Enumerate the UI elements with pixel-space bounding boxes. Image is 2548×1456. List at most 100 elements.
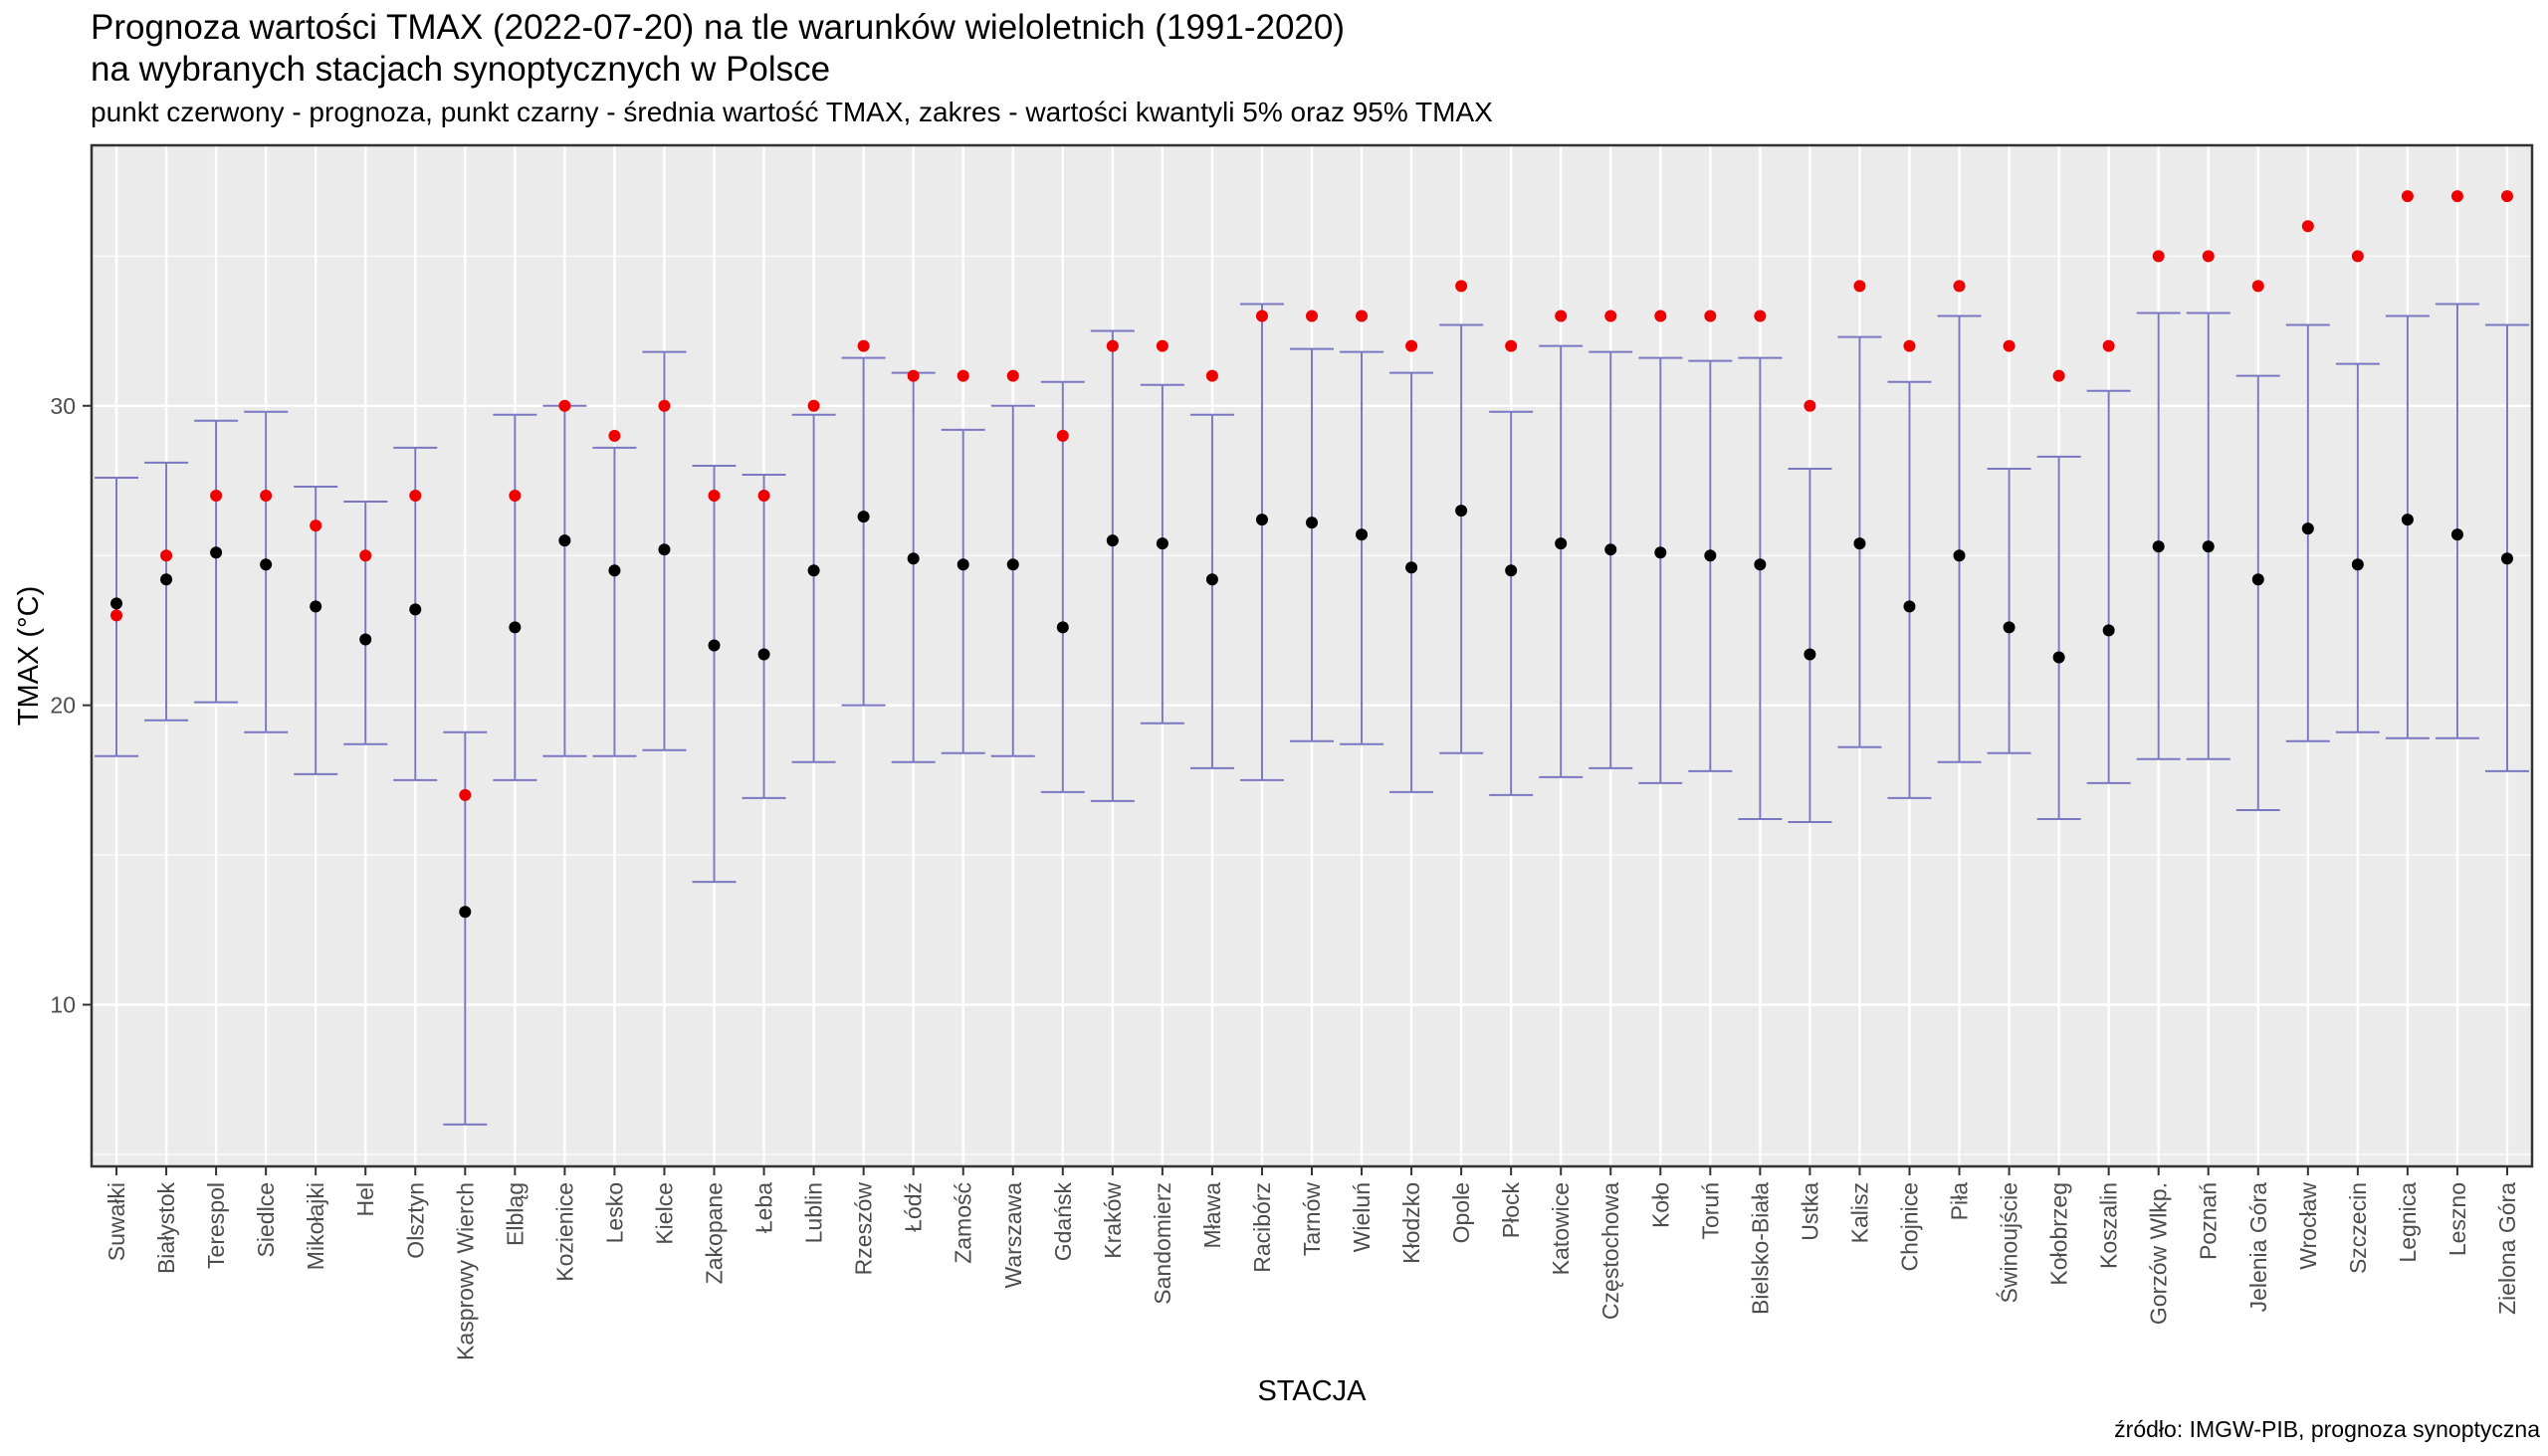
x-tick-label: Racibórz: [1249, 1182, 1275, 1273]
mean-point: [2152, 540, 2165, 553]
forecast-points: [110, 190, 2513, 801]
forecast-point: [1953, 280, 1966, 293]
mean-point: [2450, 528, 2463, 541]
mean-point: [1654, 546, 1667, 559]
forecast-point: [260, 490, 273, 503]
mean-point: [1056, 621, 1069, 634]
x-tick-label: Wieluń: [1349, 1182, 1375, 1252]
x-tick-label: Sandomierz: [1150, 1182, 1175, 1305]
forecast-point: [1106, 339, 1119, 352]
forecast-point: [1754, 310, 1767, 322]
mean-point: [658, 543, 671, 556]
mean-point: [608, 564, 621, 577]
x-tick-label: Białystok: [153, 1182, 179, 1275]
x-tick-label: Kasprowy Wierch: [452, 1182, 478, 1360]
mean-point: [1505, 564, 1518, 577]
forecast-point: [1604, 310, 1617, 322]
x-tick-label: Zakopane: [702, 1182, 728, 1284]
x-tick-label: Mława: [1199, 1182, 1225, 1249]
x-tick-label: Kielce: [651, 1182, 677, 1245]
x-tick-label: Suwałki: [104, 1182, 129, 1261]
y-tick-label: 30: [50, 393, 76, 419]
x-tick-label: Koło: [1647, 1182, 1673, 1228]
x-tick-label: Siedlce: [253, 1182, 279, 1257]
forecast-point: [359, 549, 372, 562]
x-tick-label: Bielsko-Biała: [1747, 1182, 1773, 1315]
mean-point: [1006, 558, 1019, 571]
forecast-point: [2450, 190, 2463, 203]
mean-point: [210, 546, 223, 559]
mean-point: [2052, 651, 2065, 664]
forecast-point: [956, 369, 969, 382]
mean-point: [1704, 549, 1717, 562]
mean-point: [1106, 534, 1119, 547]
mean-point: [310, 600, 322, 613]
mean-point: [2401, 514, 2414, 526]
forecast-point: [2401, 190, 2414, 203]
x-tick-label: Kołobrzeg: [2046, 1182, 2072, 1286]
mean-point: [160, 573, 173, 586]
forecast-point: [1356, 310, 1369, 322]
forecast-point: [2102, 339, 2115, 352]
mean-point: [459, 906, 472, 919]
forecast-point: [2052, 369, 2065, 382]
x-tick-label: Łódź: [901, 1182, 927, 1232]
x-tick-label: Kalisz: [1846, 1182, 1872, 1243]
forecast-point: [1654, 310, 1667, 322]
x-tick-label: Koszalin: [2096, 1182, 2122, 1269]
forecast-point: [160, 549, 173, 562]
mean-point: [2003, 621, 2016, 634]
x-tick-label: Płock: [1498, 1182, 1524, 1239]
y-axis-label: TMAX (°C): [13, 586, 45, 726]
forecast-point: [2500, 190, 2513, 203]
mean-point: [260, 558, 273, 571]
x-tick-label: Kozienice: [551, 1182, 577, 1282]
forecast-point: [757, 490, 770, 503]
mean-point: [1853, 537, 1866, 550]
quantile-ranges: [95, 303, 2529, 1126]
forecast-point: [210, 490, 223, 503]
mean-point: [1754, 558, 1767, 571]
mean-point: [409, 603, 422, 616]
x-tick-label: Łeba: [751, 1182, 777, 1233]
mean-point: [1306, 517, 1318, 529]
forecast-point: [658, 399, 671, 412]
forecast-point: [907, 369, 920, 382]
forecast-point: [708, 490, 721, 503]
y-tick-label: 10: [50, 992, 76, 1018]
x-tick-label: Jelenia Góra: [2245, 1182, 2271, 1313]
x-tick-label: Mikołajki: [303, 1182, 328, 1270]
forecast-point: [310, 520, 322, 532]
y-tick-label: 20: [50, 693, 76, 719]
forecast-point: [509, 490, 522, 503]
x-tick-label: Kłodzko: [1398, 1182, 1424, 1264]
x-tick-label: Opole: [1448, 1182, 1474, 1243]
mean-point: [558, 534, 571, 547]
forecast-point: [1804, 399, 1816, 412]
x-tick-label: Terespol: [203, 1182, 229, 1269]
mean-point: [857, 511, 870, 523]
x-tick-label: Wrocław: [2295, 1182, 2321, 1270]
mean-point: [1255, 514, 1268, 526]
x-tick-label: Ustka: [1797, 1182, 1822, 1241]
forecast-point: [2152, 250, 2165, 263]
x-tick-label: Katowice: [1548, 1182, 1574, 1275]
mean-point: [1156, 537, 1168, 550]
x-tick-label: Kraków: [1100, 1182, 1126, 1259]
x-tick-label: Zielona Góra: [2494, 1182, 2520, 1315]
x-tick-label: Tarnów: [1299, 1182, 1325, 1257]
mean-point: [2351, 558, 2364, 571]
mean-point: [2500, 552, 2513, 565]
x-tick-label: Gdańsk: [1050, 1182, 1076, 1262]
forecast-point: [1156, 339, 1168, 352]
mean-point: [1356, 528, 1369, 541]
x-tick-label: Elbląg: [502, 1182, 528, 1246]
x-tick-label: Lesko: [601, 1182, 627, 1243]
forecast-point: [1455, 280, 1468, 293]
x-tick-label: Piła: [1947, 1182, 1973, 1221]
mean-point: [359, 633, 372, 646]
mean-point: [757, 648, 770, 661]
chart-title: Prognoza wartości TMAX (2022-07-20) na t…: [91, 8, 1345, 47]
mean-point: [907, 552, 920, 565]
